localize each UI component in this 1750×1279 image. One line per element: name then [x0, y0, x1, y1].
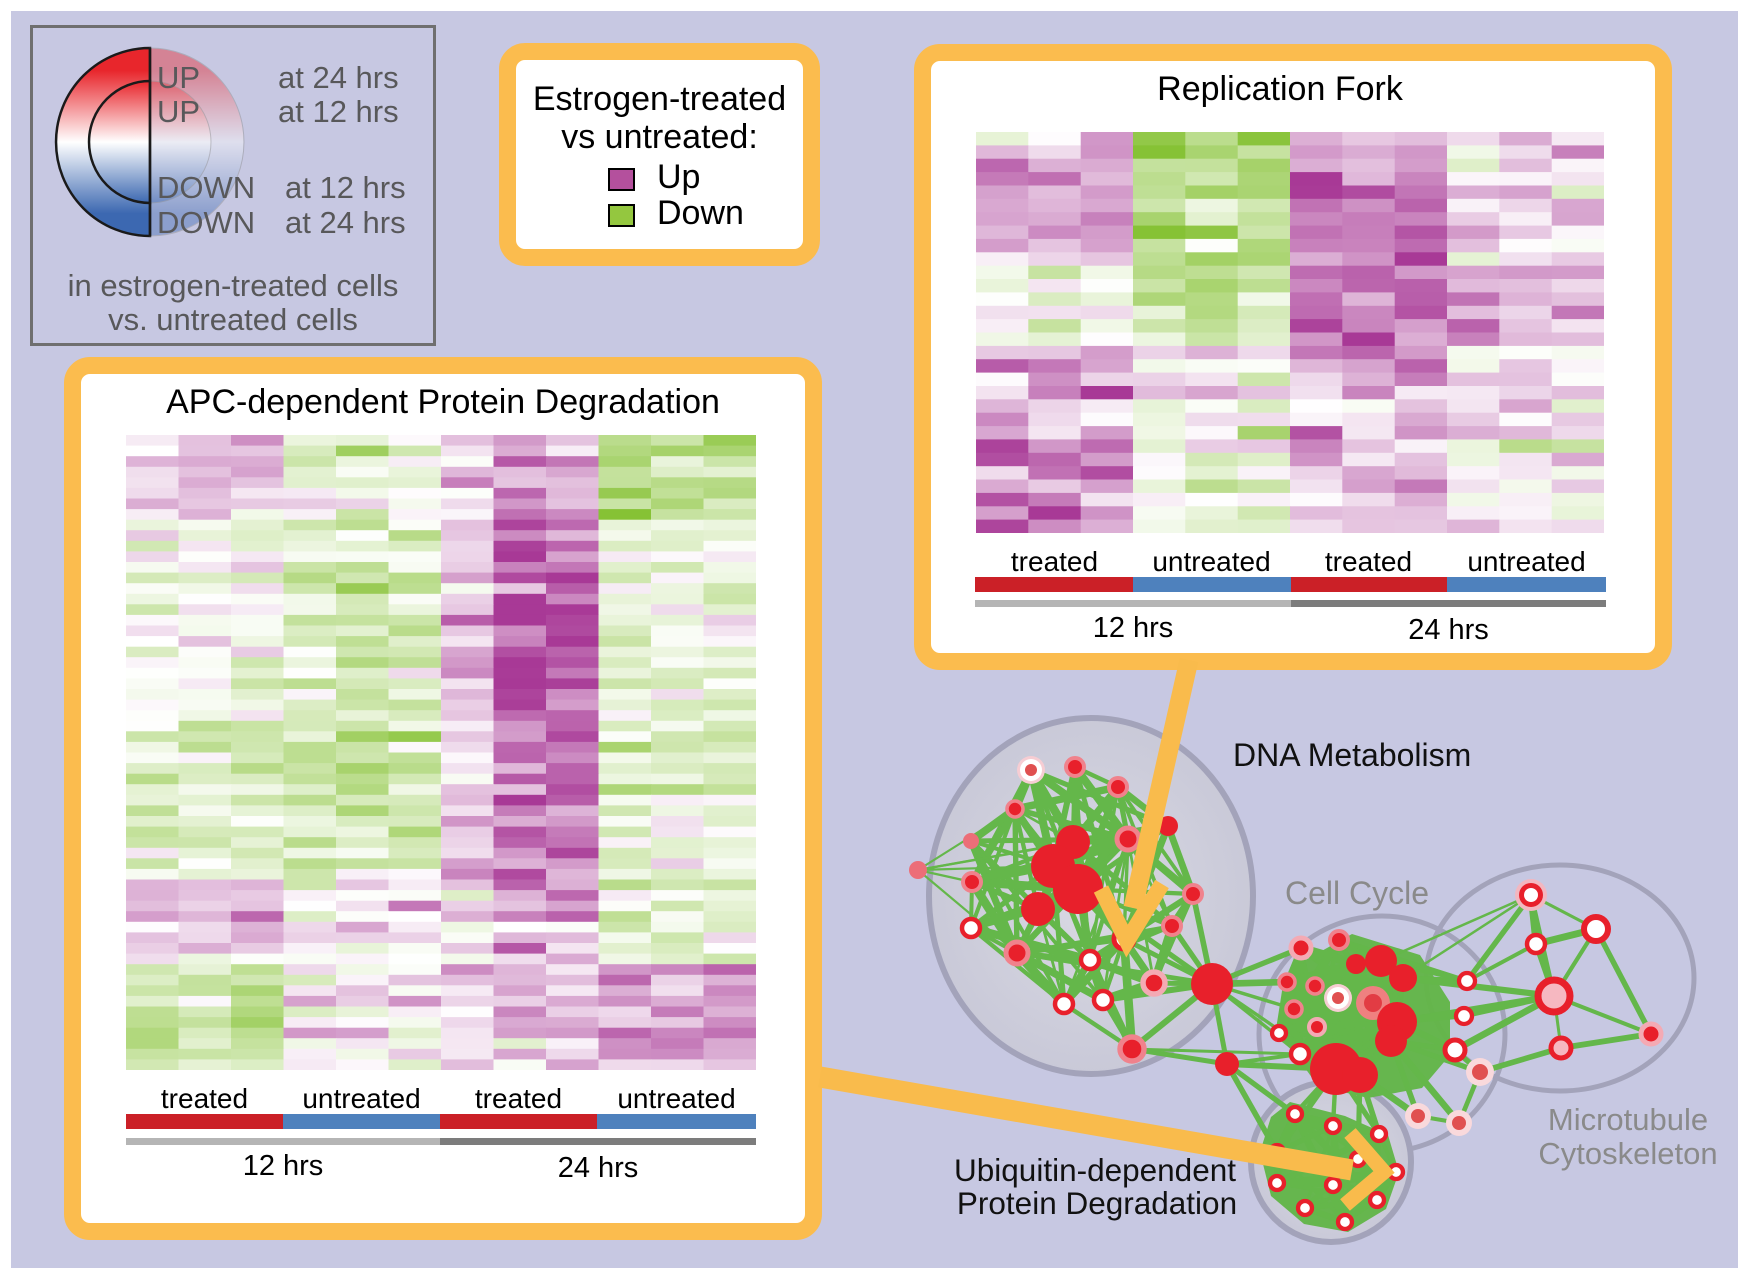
- svg-text:Ubiquitin-dependent: Ubiquitin-dependent: [954, 1152, 1236, 1188]
- svg-text:Cell Cycle: Cell Cycle: [1285, 875, 1429, 911]
- svg-text:Protein Degradation: Protein Degradation: [957, 1185, 1237, 1221]
- svg-text:Cytoskeleton: Cytoskeleton: [1538, 1136, 1717, 1171]
- svg-text:Microtubule: Microtubule: [1548, 1102, 1708, 1137]
- svg-text:DNA Metabolism: DNA Metabolism: [1233, 737, 1471, 773]
